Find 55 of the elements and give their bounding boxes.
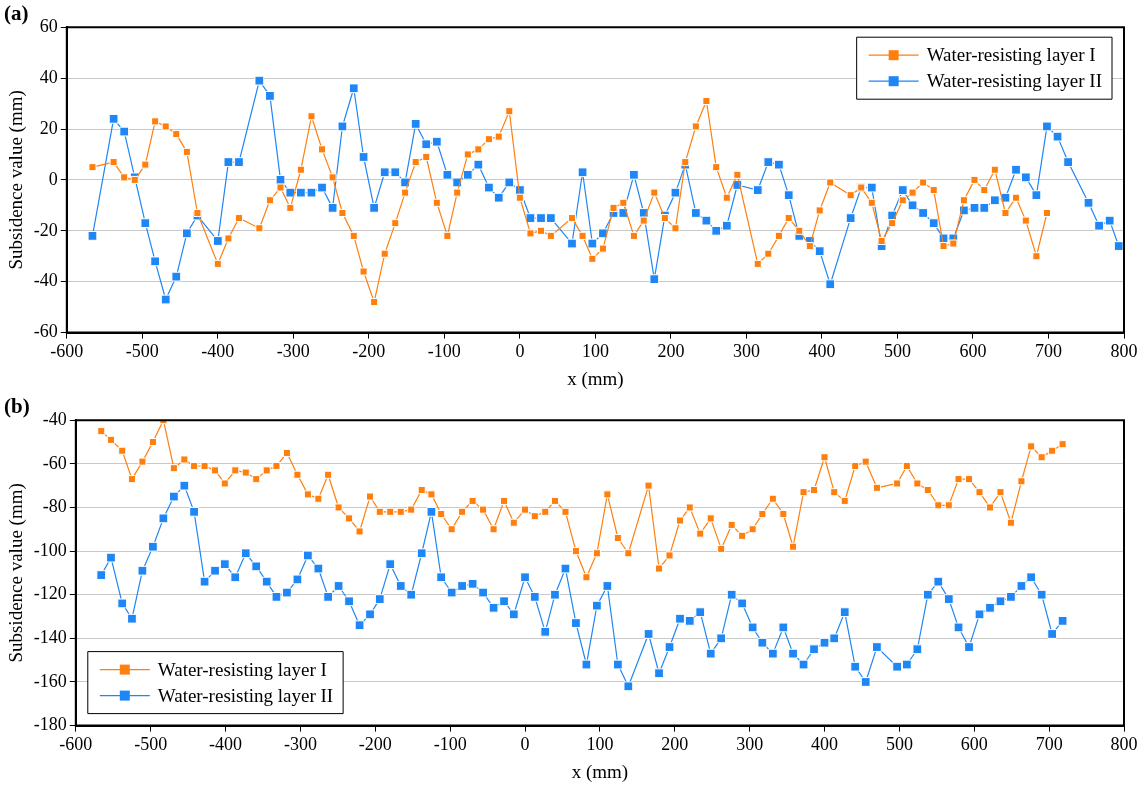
x-tick-label: 400 [808,341,836,362]
y-tick-label: 40 [39,66,58,87]
y-tick-label: 20 [39,117,58,138]
y-tick-label: -40 [33,270,58,291]
y-tick-label: -180 [33,714,67,735]
x-tick-label: -300 [283,734,317,755]
x-tick-label: 300 [736,734,764,755]
chart-title: (a) [4,1,29,26]
x-tick-label: -200 [352,341,386,362]
legend-label: Water-resisting layer II [157,684,334,706]
x-tick-label: 600 [959,341,987,362]
y-tick-label: -160 [33,670,67,691]
y-tick-label: -60 [42,452,67,473]
y-axis-title: Subsidence value (mm) [5,483,28,663]
x-tick-label: 700 [1035,734,1063,755]
y-tick-label: -140 [33,627,67,648]
legend-label: Water-resisting layer II [926,70,1102,92]
y-tick-label: -120 [33,583,67,604]
x-tick-label: -200 [358,734,392,755]
x-axis-title: x (mm) [567,367,624,390]
x-tick-label: -600 [59,734,93,755]
x-tick-label: 200 [657,341,685,362]
y-tick-label: 60 [39,15,58,36]
x-tick-label: 600 [960,734,988,755]
x-tick-label: -100 [427,341,461,362]
x-axis-title: x (mm) [571,760,629,783]
x-tick-label: 200 [661,734,689,755]
legend-label: Water-resisting layer I [157,658,327,680]
x-tick-label: -400 [201,341,235,362]
x-tick-label: -500 [134,734,168,755]
x-tick-label: 0 [520,734,530,755]
y-tick-label: -80 [42,496,67,517]
x-tick-label: 100 [586,734,614,755]
x-tick-label: -500 [125,341,159,362]
y-tick-label: -20 [33,219,58,240]
x-tick-label: 0 [515,341,525,362]
x-tick-label: 300 [732,341,760,362]
x-tick-label: -100 [433,734,467,755]
x-tick-label: -400 [209,734,243,755]
x-tick-label: 800 [1110,341,1138,362]
y-tick-label: -100 [33,539,67,560]
x-tick-label: 800 [1110,734,1138,755]
x-tick-label: -600 [50,341,84,362]
x-tick-label: 400 [811,734,839,755]
y-axis-title: Subsidence value (mm) [5,90,28,270]
x-tick-label: 500 [883,341,911,362]
x-tick-label: 500 [885,734,913,755]
legend-label: Water-resisting layer I [926,44,1096,66]
chart-title: (b) [4,394,30,419]
y-tick-label: -40 [42,408,67,429]
y-tick-label: -60 [33,321,58,342]
x-tick-label: -300 [276,341,310,362]
x-tick-label: 100 [581,341,609,362]
x-tick-label: 700 [1034,341,1062,362]
y-tick-label: 0 [48,168,58,189]
